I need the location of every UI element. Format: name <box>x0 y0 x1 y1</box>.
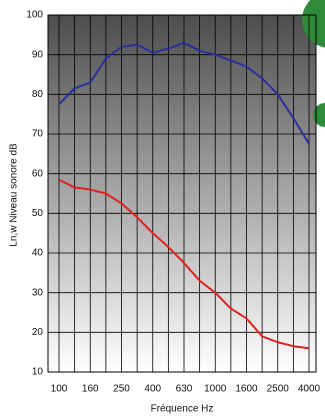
y-tick-label: 30 <box>32 287 44 298</box>
y-tick-label: 60 <box>32 168 44 179</box>
chart: Ln,w Niveau sonore dB Fréquence Hz 10 20 3… <box>0 0 325 419</box>
y-tick-label: 90 <box>32 49 44 60</box>
x-tick-label: 630 <box>176 384 193 395</box>
x-tick-label: 250 <box>113 384 130 395</box>
y-axis-title: Ln,w Niveau sonore dB <box>9 143 20 247</box>
plot-area <box>48 15 316 372</box>
y-tick-label: 10 <box>32 367 44 378</box>
y-tick-label: 80 <box>32 89 44 100</box>
x-tick-label: 160 <box>82 384 99 395</box>
x-tick-label: 100 <box>51 384 68 395</box>
y-tick-label: 20 <box>32 327 44 338</box>
y-tick-label: 40 <box>32 248 44 259</box>
x-tick-label: 4000 <box>298 384 321 395</box>
y-tick-label: 70 <box>32 129 44 140</box>
x-tick-label: 1000 <box>204 384 227 395</box>
x-tick-label: 400 <box>144 384 161 395</box>
x-tick-label: 2500 <box>267 384 290 395</box>
x-tick-label: 1600 <box>235 384 258 395</box>
x-axis-title: Fréquence Hz <box>151 404 214 415</box>
y-tick-label: 100 <box>26 10 43 21</box>
y-tick-label: 50 <box>32 208 44 219</box>
